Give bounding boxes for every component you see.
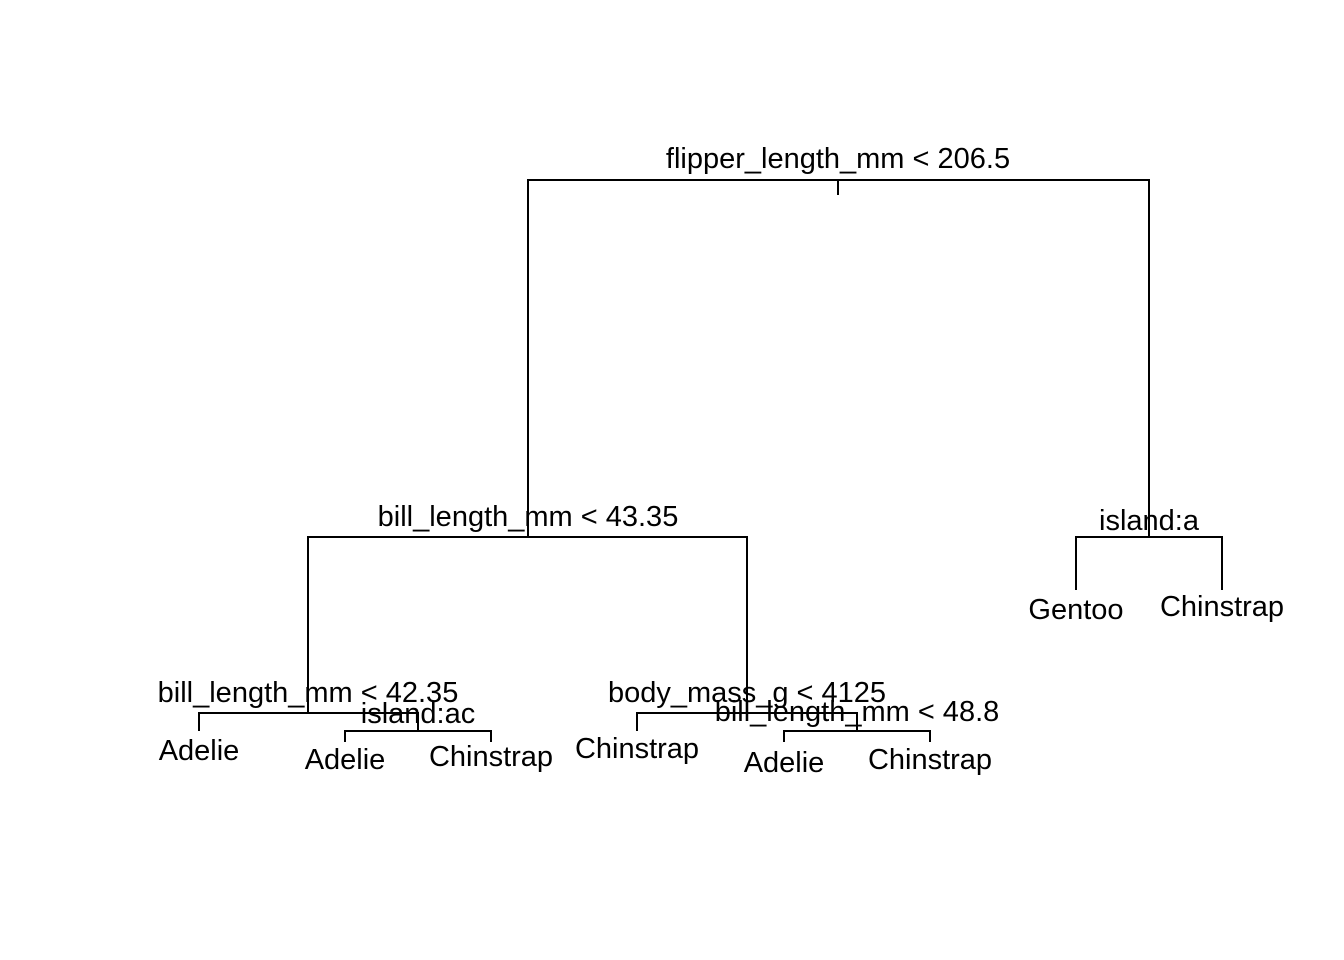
split-label-root: flipper_length_mm < 206.5 [666, 143, 1010, 175]
edge-ll-bracket [198, 712, 419, 731]
split-label-left: bill_length_mm < 43.35 [378, 501, 679, 533]
leaf-label-chinstrap-3: Chinstrap [868, 744, 992, 776]
leaf-label-gentoo: Gentoo [1028, 594, 1123, 626]
split-label-left-right: body_mass_g < 4125 [608, 677, 886, 709]
leaf-label-chinstrap-2: Chinstrap [575, 733, 699, 765]
leaf-label-chinstrap-1: Chinstrap [429, 741, 553, 773]
edge-llr-bracket [344, 730, 492, 742]
edge-right-bracket [1075, 536, 1223, 590]
split-label-left-left: bill_length_mm < 42.35 [158, 677, 459, 709]
split-label-left-left-right: island:ac [361, 698, 475, 730]
edge-lrr-bracket [783, 730, 931, 742]
edge-root-bracket [527, 179, 1150, 537]
edge-left-bracket [307, 536, 748, 713]
split-label-left-right-right: bill_length_mm < 48.8 [715, 696, 1000, 728]
leaf-label-adelie-2: Adelie [305, 744, 386, 776]
tree-edges [198, 179, 1223, 742]
edge-lr-bracket [636, 712, 858, 731]
leaf-label-adelie-1: Adelie [159, 735, 240, 767]
split-label-right: island:a [1099, 505, 1200, 537]
leaf-label-adelie-3: Adelie [744, 747, 825, 779]
split-labels: flipper_length_mm < 206.5 bill_length_mm… [158, 143, 1200, 730]
leaf-labels: Adelie Adelie Chinstrap Chinstrap Adelie… [159, 591, 1284, 779]
leaf-label-chinstrap-4: Chinstrap [1160, 591, 1284, 623]
